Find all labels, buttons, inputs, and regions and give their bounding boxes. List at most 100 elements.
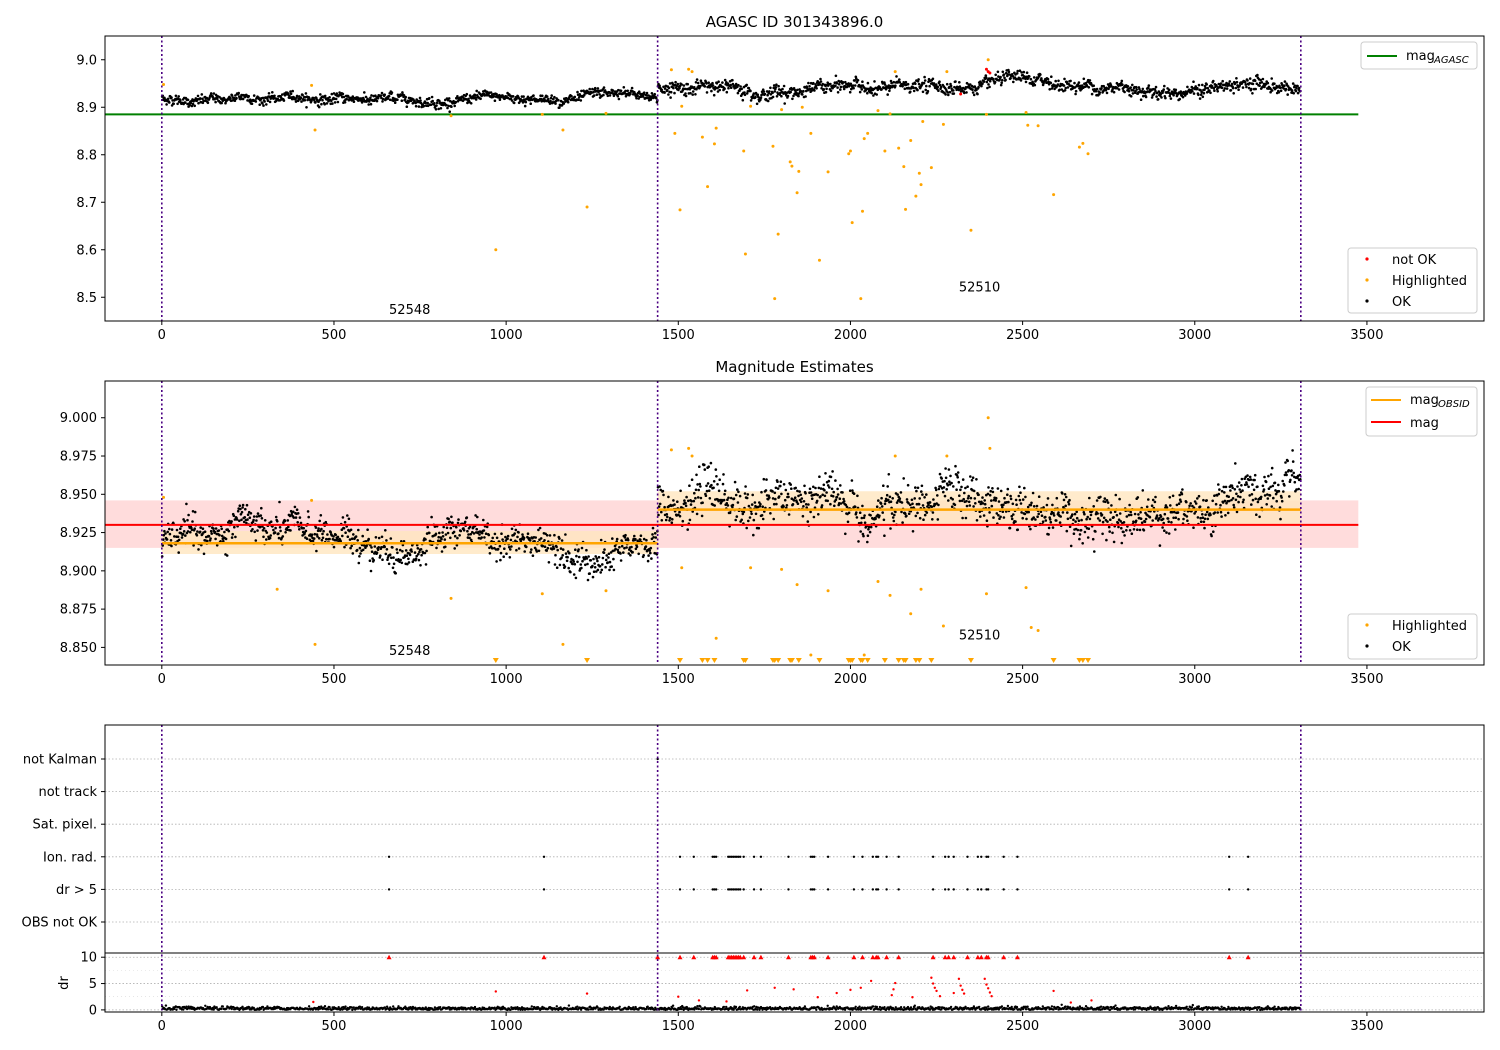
mag-ok-point [714, 468, 718, 471]
flag-point [811, 855, 814, 858]
mag-ok-point [798, 490, 801, 493]
mag-ok-point [736, 488, 739, 491]
agasc-ok-point [1200, 90, 1203, 94]
mag-ok-point [334, 533, 338, 537]
mag-ok-point [921, 504, 925, 507]
agasc-highlighted-point [678, 208, 682, 212]
agasc-ok-point [252, 94, 256, 97]
agasc-ok-point [1100, 87, 1103, 90]
mag-ok-point [474, 514, 477, 517]
agasc-highlighted-point [680, 104, 684, 108]
agasc-ok-point [813, 89, 816, 92]
agasc-ok-point [454, 100, 458, 104]
mag-ok-point [1213, 494, 1216, 498]
agasc-ok-point [773, 90, 777, 93]
mag-ok-point [384, 552, 388, 556]
mag-ok-point [894, 510, 897, 514]
mag-ok-point [283, 519, 287, 523]
mag-ok-point [834, 479, 837, 482]
agasc-highlighted-point [921, 120, 925, 123]
mag-ok-point [317, 527, 320, 530]
agasc-ok-point [193, 104, 196, 108]
mag-ok-point [907, 512, 911, 515]
dr-ok-point [266, 1005, 269, 1008]
agasc-ok-point [393, 101, 397, 104]
mag-ok-point [1066, 511, 1069, 514]
mag-ok-point [957, 480, 961, 484]
mag-ok-point [1068, 498, 1071, 502]
agasc-ok-point [1138, 87, 1141, 91]
agasc-ok-point [796, 88, 799, 92]
dr-ok-point [397, 1005, 400, 1008]
agasc-highlighted-point [749, 104, 753, 108]
agasc-ok-point [456, 95, 459, 98]
mag-highlighted-point [1029, 625, 1033, 629]
mag-ok-point [902, 477, 905, 480]
agasc-ok-point [328, 96, 331, 99]
mag-ok-point [758, 505, 762, 508]
mag-ok-point [879, 502, 883, 505]
mag-ok-point [630, 545, 633, 549]
agasc-ok-point [699, 79, 703, 82]
mag-ok-point [861, 504, 864, 508]
agasc-ok-point [889, 79, 893, 83]
mag-ok-point [1034, 518, 1037, 521]
agasc-highlighted-point [1081, 141, 1085, 145]
mag-ok-point [1140, 521, 1144, 524]
mag-ok-point [1204, 513, 1207, 516]
agasc-ok-point [1004, 78, 1007, 82]
agasc-ok-point [1238, 84, 1241, 87]
agasc-ok-point [886, 93, 889, 96]
agasc-ok-point [532, 94, 535, 97]
flag-point [976, 888, 980, 891]
mag-ok-point [1061, 492, 1064, 495]
agasc-ytick-label: 8.6 [76, 243, 97, 258]
mag-ok-point [591, 564, 594, 568]
mag-ytick-label: 9.000 [60, 411, 97, 426]
agasc-ok-point [343, 101, 347, 104]
mag-ok-point [666, 515, 669, 519]
agasc-ok-point [740, 87, 743, 91]
mag-ok-point [1142, 529, 1146, 532]
mag-ok-point [1165, 531, 1168, 534]
mag-ok-point [599, 538, 603, 542]
agasc-ok-point [1247, 86, 1251, 90]
agasc-ok-point [1131, 83, 1134, 87]
agasc-ok-point [1283, 84, 1286, 87]
mag-highlighted-point [714, 636, 718, 640]
agasc-ok-point [1269, 90, 1272, 94]
agasc-ok-point [189, 101, 193, 105]
agasc-xtick-label: 500 [322, 328, 347, 343]
mag-ok-point [605, 554, 608, 557]
mag-ok-point [321, 536, 325, 540]
mag-ok-point [813, 506, 817, 510]
mag-ok-point [909, 503, 912, 507]
agasc-ok-point [1050, 75, 1053, 78]
mag-ok-point [663, 505, 666, 509]
mag-ok-point [1223, 491, 1226, 494]
mag-ok-point [487, 533, 491, 537]
agasc-ok-point [1024, 80, 1028, 84]
mag-ok-point [940, 477, 943, 480]
agasc-ok-point [777, 84, 780, 88]
mag-ok-point [1118, 512, 1122, 515]
mag-ok-point [1092, 505, 1095, 508]
mag-ok-point [852, 492, 856, 496]
mag-ok-point [495, 560, 498, 563]
mag-ok-point [943, 479, 946, 483]
mag-ok-point [848, 489, 852, 493]
agasc-ok-point [945, 82, 949, 86]
flag-point [875, 888, 878, 891]
agasc-highlighted-point [866, 131, 870, 135]
mag-ok-point [1052, 511, 1055, 515]
agasc-ok-point [1197, 83, 1201, 87]
agasc-ok-point [469, 102, 473, 105]
mag-ok-point [244, 507, 247, 511]
mag-ok-point [482, 518, 485, 522]
mag-ok-point [169, 539, 173, 542]
mag-ok-point [575, 554, 578, 558]
mag-ok-point [681, 519, 685, 523]
mag-ok-point [1032, 505, 1036, 508]
mag-ok-point [239, 507, 242, 511]
mag-xtick-label: 2000 [834, 672, 867, 687]
